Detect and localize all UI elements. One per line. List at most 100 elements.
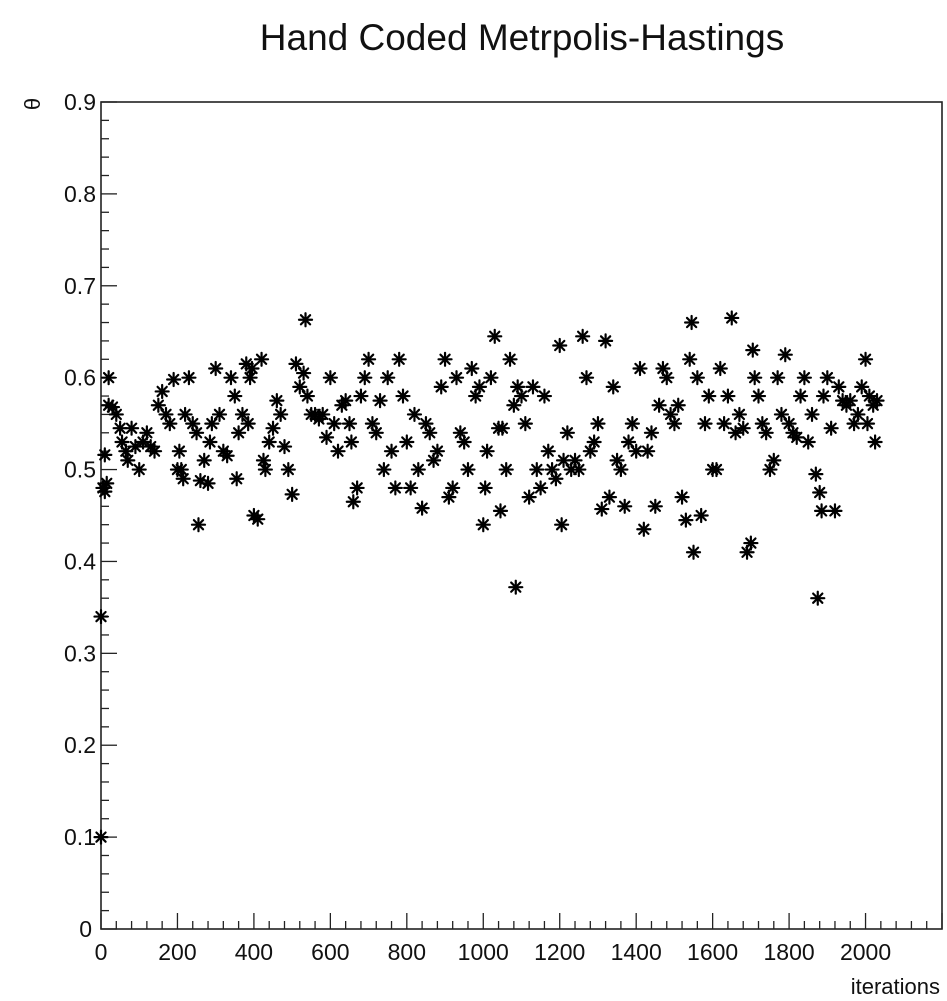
x-tick-label: 0 [95, 939, 108, 965]
data-point [831, 379, 847, 395]
data-point [448, 370, 465, 386]
data-point [297, 312, 314, 328]
data-point [368, 425, 384, 441]
data-point [353, 388, 369, 404]
data-point [651, 397, 667, 413]
data-point [219, 448, 235, 464]
data-point [269, 393, 285, 409]
data-point [506, 397, 522, 413]
x-tick-label: 1600 [687, 939, 738, 965]
data-point [190, 517, 207, 533]
data-point [597, 333, 614, 349]
data-point [708, 461, 725, 478]
data-points [93, 310, 885, 845]
data-point [773, 406, 790, 423]
data-point [123, 420, 140, 436]
data-point [391, 351, 407, 367]
data-point [525, 379, 541, 395]
data-point [280, 461, 296, 478]
data-point [662, 406, 679, 423]
chart-title: Hand Coded Metrpolis-Hastings [260, 17, 784, 58]
y-tick-labels: 0.1 0.2 0.3 0.4 0.5 0.6 0.7 0.8 0.9 [64, 89, 96, 850]
data-point [810, 590, 826, 606]
data-point [575, 328, 591, 344]
data-point [399, 434, 415, 450]
data-point [257, 461, 273, 478]
data-point [854, 379, 870, 395]
x-tick-label: 400 [235, 939, 273, 965]
y-axis-label: θ [20, 98, 45, 110]
data-point [483, 370, 499, 386]
data-point [766, 452, 782, 468]
data-point [613, 461, 629, 478]
data-point [315, 406, 331, 423]
data-point [349, 480, 365, 496]
data-point [859, 416, 876, 432]
data-point [659, 370, 675, 386]
data-point [93, 829, 109, 845]
y-tick-label: 0.3 [64, 640, 96, 666]
plot-frame [100, 101, 943, 930]
data-point [173, 461, 189, 478]
data-point [322, 370, 338, 386]
data-point [330, 443, 346, 459]
data-point [867, 434, 883, 450]
data-point [162, 416, 178, 432]
data-point [869, 393, 885, 409]
data-point [590, 416, 606, 432]
data-point [422, 425, 438, 441]
data-point [789, 429, 805, 445]
data-point [433, 379, 449, 395]
data-point [380, 370, 396, 386]
data-point [464, 360, 480, 377]
data-point [108, 406, 124, 423]
data-point [743, 535, 759, 551]
data-point [548, 471, 564, 487]
data-point [689, 370, 705, 386]
data-point [166, 371, 182, 388]
data-point [666, 416, 683, 432]
data-point [540, 443, 556, 459]
data-point [502, 351, 518, 367]
data-point [175, 471, 191, 487]
data-point [326, 416, 342, 432]
data-point [620, 434, 637, 450]
data-point [227, 388, 243, 404]
data-point [529, 461, 545, 478]
y-tick-label: 0.6 [64, 365, 96, 391]
data-point [536, 388, 553, 404]
data-point [750, 388, 767, 404]
data-point [338, 393, 354, 409]
data-point [475, 517, 491, 533]
data-point [406, 406, 423, 423]
data-point [682, 351, 698, 367]
data-point [99, 475, 115, 491]
y-tick-label: 0.5 [64, 457, 96, 483]
data-point [299, 388, 316, 404]
data-point [850, 406, 866, 423]
data-point [571, 461, 587, 478]
data-point [223, 370, 239, 386]
data-point [804, 406, 820, 423]
data-point [456, 434, 472, 450]
data-point [154, 383, 170, 400]
data-point [471, 379, 488, 395]
data-point [101, 370, 117, 386]
data-point [479, 443, 495, 459]
x-tick-label: 1400 [611, 939, 662, 965]
data-point [842, 393, 858, 409]
x-tick-labels: 200 400 600 800 1000 1200 1400 1600 1800 2000 0 [95, 939, 892, 965]
data-point [410, 461, 426, 478]
data-point [437, 351, 453, 367]
data-point [360, 351, 377, 367]
data-point [647, 498, 663, 514]
data-point [242, 370, 258, 386]
data-point [498, 461, 514, 478]
data-point [819, 370, 835, 386]
data-point [685, 544, 702, 560]
data-point [693, 507, 709, 524]
data-point [731, 406, 747, 423]
data-point [112, 420, 128, 436]
data-point [559, 425, 575, 441]
x-tick-label: 1200 [534, 939, 585, 965]
